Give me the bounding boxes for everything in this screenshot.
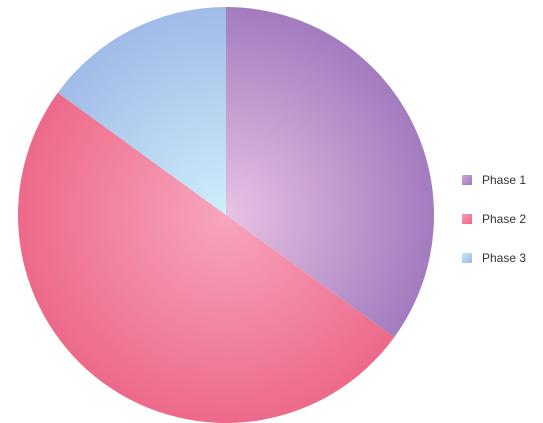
legend-swatch-phase-2 xyxy=(462,214,472,224)
legend-item-phase-2: Phase 2 xyxy=(462,211,540,227)
pie-slices xyxy=(17,7,435,423)
legend-label-phase-3: Phase 3 xyxy=(482,251,527,265)
legend-swatch-phase-3 xyxy=(462,253,472,263)
pie-slice-phase-3 xyxy=(57,7,226,215)
pie-slice-phase-1 xyxy=(226,7,435,338)
legend-label-phase-1: Phase 1 xyxy=(482,173,527,187)
chart-legend: Phase 1 Phase 2 Phase 3 xyxy=(462,172,540,289)
legend-item-phase-1: Phase 1 xyxy=(462,172,540,188)
legend-item-phase-3: Phase 3 xyxy=(462,250,540,266)
pie-slice-phase-2 xyxy=(17,92,395,423)
legend-label-phase-2: Phase 2 xyxy=(482,212,527,226)
legend-swatch-phase-1 xyxy=(462,175,472,185)
